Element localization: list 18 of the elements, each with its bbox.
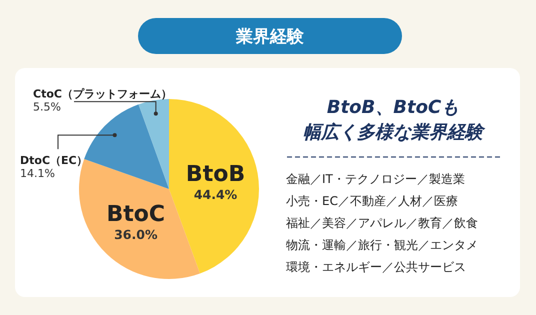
pie-slice	[138, 99, 169, 189]
pie-slice	[169, 99, 259, 274]
pie-slice	[84, 104, 169, 189]
slice-label: DtoC（EC）	[20, 154, 88, 168]
slice-label: BtoC	[106, 202, 166, 228]
text: 物流・運輸／旅行・観光／エンタメ	[286, 238, 478, 252]
slice-label: CtoC（プラットフォーム）	[33, 88, 172, 101]
text: 福祉／美容／アパレル／教育／飲食	[286, 216, 478, 230]
text: 金融／IT・テクノロジー／製造業	[286, 172, 465, 186]
data-label: 5.5%	[33, 100, 61, 114]
text: BtoB、BtoCも幅広く多様な業界経験	[303, 97, 486, 143]
text: 環境・エネルギー／公共サービス	[286, 260, 466, 274]
data-label: 36.0%	[114, 227, 158, 242]
text: 小売・EC／不動産／人材／医療	[286, 194, 458, 208]
data-label: 44.4%	[194, 187, 238, 202]
slice-label: BtoB	[186, 162, 246, 188]
chart-title: 業界経験	[235, 27, 305, 47]
data-label: 14.1%	[20, 167, 55, 180]
